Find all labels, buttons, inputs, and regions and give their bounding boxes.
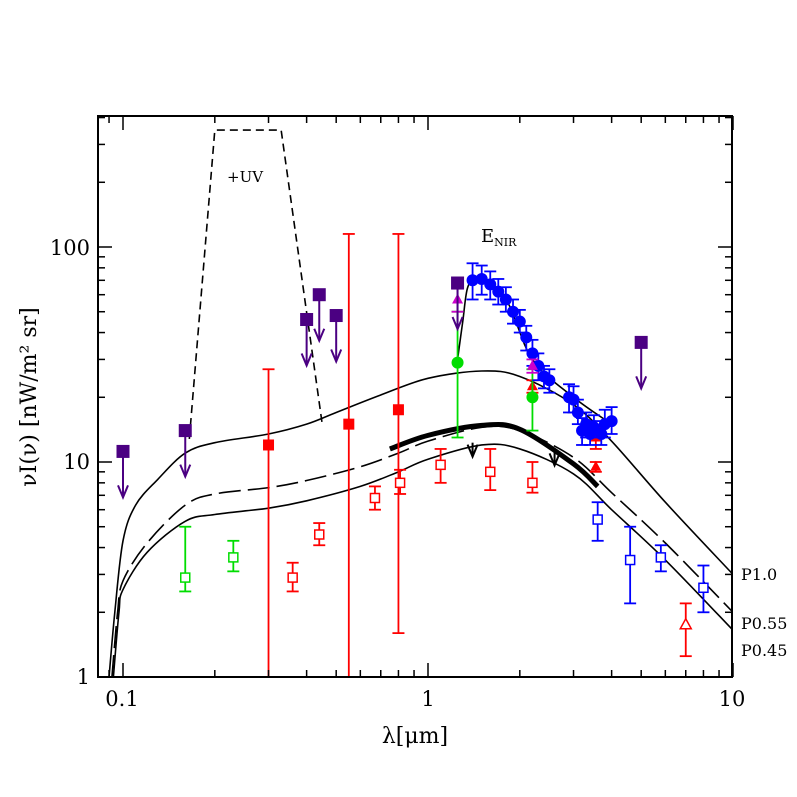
data-point-filled-triangle bbox=[526, 359, 538, 370]
data-point-filled-square bbox=[343, 418, 355, 430]
data-point-open-square bbox=[314, 529, 325, 540]
data-point-open-square bbox=[180, 572, 191, 583]
data-point-filled-circle bbox=[520, 331, 533, 344]
y-tick-label: 10 bbox=[63, 450, 90, 474]
data-point-upper-limit bbox=[329, 309, 343, 323]
data-point-open-square bbox=[527, 477, 538, 489]
data-point-open-triangle bbox=[678, 617, 693, 630]
enir-annotation: ENIR bbox=[481, 226, 517, 249]
upper-limit-arrow-head bbox=[313, 328, 326, 344]
data-point-filled-circle bbox=[526, 391, 539, 404]
data-point-filled-square bbox=[392, 404, 404, 416]
model-curve bbox=[108, 370, 732, 677]
data-point-filled-square bbox=[263, 439, 275, 451]
upper-limit-arrow-head bbox=[548, 453, 561, 469]
data-point-upper-limit bbox=[178, 424, 192, 438]
upper-limit-arrow-head bbox=[117, 485, 129, 501]
data-point-filled-circle bbox=[507, 305, 520, 318]
data-point-filled-circle bbox=[492, 285, 505, 298]
data-point-open-square bbox=[394, 477, 406, 489]
model-curves bbox=[108, 129, 732, 677]
data-point-upper-limit bbox=[312, 288, 326, 302]
data-point-upper-limit bbox=[116, 444, 130, 458]
data-point-filled-circle bbox=[484, 278, 497, 291]
data-point-upper-limit bbox=[300, 313, 314, 327]
model-curve bbox=[112, 443, 732, 677]
data-point-upper-limit bbox=[451, 276, 465, 290]
upper-limit-arrow-head bbox=[466, 444, 479, 460]
plot-frame bbox=[97, 115, 733, 678]
curve-label-p055: P0.55 bbox=[741, 614, 787, 633]
data-point-open-square bbox=[592, 514, 603, 525]
model-curve bbox=[389, 421, 600, 489]
data-point-open-square bbox=[698, 582, 709, 594]
data-point-open-square bbox=[485, 466, 496, 478]
x-tick-label: 1 bbox=[421, 687, 434, 711]
x-tick-label: 0.1 bbox=[105, 687, 138, 711]
data-point-open-square bbox=[369, 492, 381, 504]
upper-limit-arrow-head bbox=[635, 376, 648, 391]
x-tick-label: 10 bbox=[719, 687, 746, 711]
data-markers bbox=[116, 233, 710, 677]
upper-limit-arrow-head bbox=[451, 316, 464, 332]
data-point-filled-circle bbox=[475, 272, 488, 285]
data-point-open-square bbox=[435, 459, 446, 471]
model-curve bbox=[188, 129, 324, 440]
curve-label-p045: P0.45 bbox=[741, 641, 787, 660]
x-axis-title: λ[μm] bbox=[382, 724, 448, 749]
uv-annotation: +UV bbox=[227, 168, 264, 186]
upper-limit-arrow-head bbox=[330, 349, 343, 365]
model-curve bbox=[111, 425, 732, 677]
y-tick-label: 1 bbox=[77, 665, 90, 689]
data-point-open-square bbox=[228, 552, 239, 563]
data-point-filled-circle bbox=[605, 415, 618, 428]
data-point-open-square bbox=[655, 552, 667, 563]
data-point-filled-circle bbox=[499, 293, 512, 306]
data-point-filled-circle bbox=[466, 274, 479, 287]
enir-main: E bbox=[481, 226, 494, 247]
data-point-filled-circle bbox=[451, 356, 464, 369]
y-tick-label: 100 bbox=[50, 236, 90, 260]
upper-limit-arrow-head bbox=[300, 353, 313, 369]
data-point-filled-circle bbox=[571, 406, 584, 419]
data-point-filled-circle bbox=[543, 374, 556, 387]
upper-limit-arrow-head bbox=[179, 464, 192, 480]
data-point-upper-limit bbox=[634, 335, 648, 349]
axis-ticks bbox=[98, 116, 734, 678]
data-point-open-square bbox=[624, 554, 636, 566]
data-point-filled-circle bbox=[513, 315, 526, 328]
curve-label-p1: P1.0 bbox=[741, 565, 777, 584]
y-axis-title: νI(ν) [nW/m² sr] bbox=[17, 307, 42, 486]
enir-subscript: NIR bbox=[494, 236, 517, 249]
data-point-open-square bbox=[287, 572, 298, 583]
data-point-filled-triangle bbox=[590, 460, 602, 471]
